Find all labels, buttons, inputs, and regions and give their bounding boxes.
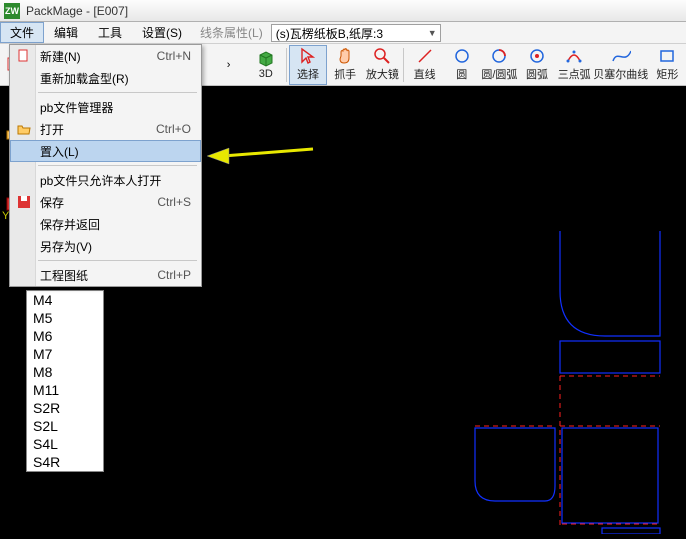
menu-item-label: 打开	[40, 121, 64, 138]
list-item[interactable]: S2R	[27, 399, 103, 417]
menu-edit[interactable]: 编辑	[44, 22, 88, 43]
menu-item[interactable]: pb文件只允许本人打开	[10, 169, 201, 191]
menu-file[interactable]: 文件	[0, 22, 44, 43]
menu-item[interactable]: 打开 Ctrl+O	[10, 118, 201, 140]
menu-settings[interactable]: 设置(S)	[132, 22, 192, 43]
menu-item-label: 置入(L)	[40, 143, 79, 160]
title-bar: ZW PackMage - [E007]	[0, 0, 686, 22]
menu-item-shortcut: Ctrl+O	[156, 122, 191, 136]
annotation-arrow	[205, 143, 315, 169]
menu-item-shortcut: Ctrl+S	[157, 195, 191, 209]
menu-item[interactable]: 工程图纸 Ctrl+P	[10, 264, 201, 286]
arc1-icon	[489, 47, 509, 65]
line-prop-label: 线条属性(L)	[192, 22, 271, 43]
tool-3d[interactable]: 3D	[247, 45, 284, 85]
menu-separator	[38, 260, 197, 261]
menu-item-shortcut: Ctrl+P	[157, 268, 191, 282]
arc2-icon	[527, 47, 547, 65]
circle-icon	[452, 47, 472, 65]
list-item[interactable]: M7	[27, 345, 103, 363]
menu-item-label: 重新加载盒型(R)	[40, 70, 129, 87]
menu-item-label: 新建(N)	[40, 48, 81, 65]
menu-item[interactable]: 重新加载盒型(R)	[10, 67, 201, 89]
toolbar-sep	[286, 48, 287, 82]
bezier-icon	[611, 47, 631, 65]
chevron-right-icon: ›	[219, 56, 239, 74]
list-item[interactable]: S4L	[27, 435, 103, 453]
app-logo-icon: ZW	[4, 3, 20, 19]
tool-line[interactable]: 直线	[406, 45, 443, 85]
menu-item-shortcut: Ctrl+N	[157, 49, 191, 63]
menu-item[interactable]: pb文件管理器	[10, 96, 201, 118]
list-item[interactable]: S4R	[27, 453, 103, 471]
open-icon	[16, 121, 32, 137]
menu-item-label: 保存	[40, 194, 64, 211]
new-icon	[16, 48, 32, 64]
tool-hand[interactable]: 抓手	[327, 45, 364, 85]
menu-item-label: 另存为(V)	[40, 238, 92, 255]
tool-bezier[interactable]: 贝塞尔曲线	[593, 45, 649, 85]
list-item[interactable]: M11	[27, 381, 103, 399]
menu-separator	[38, 92, 197, 93]
menu-item-label: pb文件只允许本人打开	[40, 172, 161, 189]
menu-tool[interactable]: 工具	[88, 22, 132, 43]
tool-rect[interactable]: 矩形	[649, 45, 686, 85]
line-icon	[415, 47, 435, 65]
list-item[interactable]: M6	[27, 327, 103, 345]
tool-arc2[interactable]: 圆弧	[518, 45, 555, 85]
file-menu-dropdown: 新建(N) Ctrl+N 重新加载盒型(R) pb文件管理器打开 Ctrl+O 置入(L)…	[9, 44, 202, 287]
tool-arc1[interactable]: 圆/圆弧	[480, 45, 518, 85]
material-selected-value: (s)瓦楞纸板B,纸厚:3	[276, 25, 383, 42]
size-list[interactable]: M4M5M6M7M8M11S2RS2LS4LS4R	[26, 290, 104, 472]
tool-select[interactable]: 选择	[289, 45, 326, 85]
list-item[interactable]: M4	[27, 291, 103, 309]
chevron-down-icon: ▼	[428, 28, 440, 38]
zoom-icon	[372, 47, 392, 65]
arc3-icon	[564, 47, 584, 65]
menu-item[interactable]: 置入(L)	[10, 140, 201, 162]
menu-item[interactable]: 另存为(V)	[10, 235, 201, 257]
tool-prev[interactable]: ›	[210, 45, 247, 85]
toolbar-sep	[403, 48, 404, 82]
menu-bar: 文件 编辑 工具 设置(S) 线条属性(L) (s)瓦楞纸板B,纸厚:3 ▼	[0, 22, 686, 44]
tool-zoom[interactable]: 放大镜	[364, 45, 401, 85]
menu-item-label: pb文件管理器	[40, 99, 113, 116]
select-icon	[298, 47, 318, 65]
menu-item[interactable]: 保存并返回	[10, 213, 201, 235]
tool-arc3[interactable]: 三点弧	[556, 45, 593, 85]
menu-item[interactable]: 保存 Ctrl+S	[10, 191, 201, 213]
material-select[interactable]: (s)瓦楞纸板B,纸厚:3 ▼	[271, 24, 441, 42]
tool-circle[interactable]: 圆	[443, 45, 480, 85]
window-title: PackMage - [E007]	[26, 4, 128, 18]
list-item[interactable]: M8	[27, 363, 103, 381]
menu-item[interactable]: 新建(N) Ctrl+N	[10, 45, 201, 67]
menu-item-label: 保存并返回	[40, 216, 100, 233]
list-item[interactable]: M5	[27, 309, 103, 327]
hand-icon	[335, 47, 355, 65]
cube3d-icon	[256, 49, 276, 67]
menu-item-label: 工程图纸	[40, 267, 88, 284]
save-icon	[16, 194, 32, 210]
rect-icon	[657, 47, 677, 65]
menu-separator	[38, 165, 197, 166]
list-item[interactable]: S2L	[27, 417, 103, 435]
